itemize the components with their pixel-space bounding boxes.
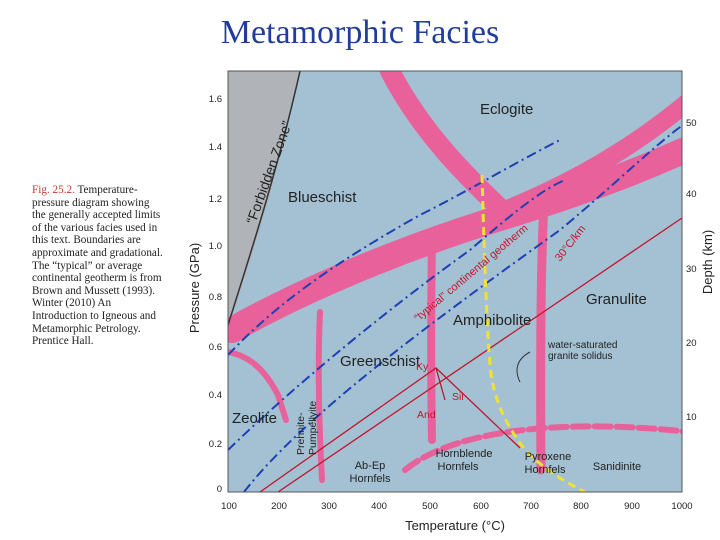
sanidinite-label: Sanidinite: [593, 461, 641, 473]
depth-tick: 20: [686, 338, 697, 349]
amphibolite-label: Amphibolite: [453, 312, 531, 329]
pyroxene-label-line2: Hornfels: [525, 464, 566, 476]
geotherm-line-1: [243, 124, 682, 492]
temperature-tick: 600: [473, 501, 489, 512]
hornblende-label-line1: Hornblende: [436, 448, 493, 460]
prehnite-greenschist-boundary: [315, 309, 325, 483]
ab-ep-label-line2: Hornfels: [350, 473, 391, 485]
granite-solidus: [480, 174, 586, 492]
kyanite-label: Ky: [416, 361, 429, 373]
geotherm-line-2: [228, 179, 566, 451]
solidus-label-line1: water-saturated: [547, 340, 617, 351]
pyroxene-label-line1: Pyroxene: [525, 451, 571, 463]
temperature-tick: 1000: [671, 501, 692, 512]
forbidden-zone-boundary: [228, 71, 301, 326]
prehnite-label-line1: Prehnite-: [295, 412, 307, 455]
plot-frame: [227, 70, 683, 493]
zeolite-label: Zeolite: [232, 410, 277, 427]
ab-ep-label-line1: Ab-Ep: [355, 460, 386, 472]
andalusite-label: And: [417, 409, 436, 421]
pressure-tick: 1.6: [209, 94, 222, 105]
hornfels-upper-boundary: [402, 423, 682, 473]
slide-title: Metamorphic Facies: [220, 14, 500, 51]
temperature-tick: 400: [371, 501, 387, 512]
caption-text: Temperature-pressure diagram showing the…: [32, 184, 163, 348]
temperature-tick: 700: [523, 501, 539, 512]
temperature-tick: 200: [271, 501, 287, 512]
prehnite-label: Prehnite- Pumpellyite: [295, 401, 319, 455]
depth-tick: 10: [686, 412, 697, 423]
facies-boundaries: [228, 71, 682, 492]
temperature-tick: 800: [573, 501, 589, 512]
depth-axis-ticks: 10 20 30 40 50: [686, 118, 697, 423]
granulite-label: Granulite: [586, 291, 647, 308]
prehnite-label-line2: Pumpellyite: [307, 401, 319, 455]
pressure-tick: 0: [217, 484, 222, 495]
amphibolite-granulite-boundary: [536, 185, 550, 475]
greenschist-amphibolite-boundary: [427, 234, 436, 444]
greenschist-label: Greenschist: [340, 353, 421, 370]
temperature-tick: 100: [221, 501, 237, 512]
blueschist-label: Blueschist: [288, 189, 357, 206]
depth-tick: 30: [686, 264, 697, 275]
zeolite-boundary: [228, 349, 289, 423]
left-axis-title: Pressure (GPa): [187, 243, 202, 333]
geotherm-line-3: [228, 139, 561, 356]
pressure-tick: 0.6: [209, 342, 222, 353]
eclogite-label: Eclogite: [480, 101, 533, 118]
temperature-axis-ticks: 100 200 300 400 500 600 700 800 900 1000: [221, 501, 693, 512]
right-axis-title: Depth (km): [700, 230, 715, 294]
ky-sil-boundary: [435, 367, 446, 401]
x-axis-title: Temperature (°C): [405, 518, 505, 533]
figure-label: Fig. 25.2.: [32, 184, 75, 196]
solidus-callout-line: [516, 351, 531, 383]
eclogite-granulite-boundary: [491, 94, 682, 221]
solidus-label-line2: granite solidus: [548, 351, 612, 362]
hornblende-label-line2: Hornfels: [438, 461, 479, 473]
pressure-tick: 0.2: [209, 439, 222, 450]
temperature-tick: 500: [422, 501, 438, 512]
facies-labels: Eclogite Blueschist Granulite Amphibolit…: [232, 101, 647, 427]
figure-caption: Fig. 25.2. Temperature-pressure diagram …: [32, 184, 164, 348]
depth-tick: 50: [686, 118, 697, 129]
pressure-tick: 0.8: [209, 292, 222, 303]
blue-geotherms: [228, 124, 682, 492]
temperature-tick: 900: [624, 501, 640, 512]
geotherm-and-triple-point: [259, 217, 682, 492]
geotherm-30-line: [277, 217, 682, 492]
forbidden-zone-area: [228, 71, 300, 328]
hornfels-labels: Ab-Ep Hornfels Hornblende Hornfels Pyrox…: [350, 448, 642, 485]
blueschist-eclogite-boundary: [380, 71, 512, 220]
pressure-tick: 1.4: [209, 142, 222, 153]
depth-tick: 40: [686, 189, 697, 200]
pressure-tick: 1.0: [209, 241, 222, 252]
temperature-tick: 300: [321, 501, 337, 512]
pressure-tick: 1.2: [209, 194, 222, 205]
solidus-label: water-saturated granite solidus: [547, 340, 617, 362]
sillimanite-label: Sil: [452, 391, 464, 403]
mineral-labels: Ky Sil And: [416, 361, 464, 421]
pressure-axis-ticks: 0 0.2 0.4 0.6 0.8 1.0 1.2 1.4 1.6: [209, 94, 222, 495]
pressure-tick: 0.4: [209, 390, 222, 401]
